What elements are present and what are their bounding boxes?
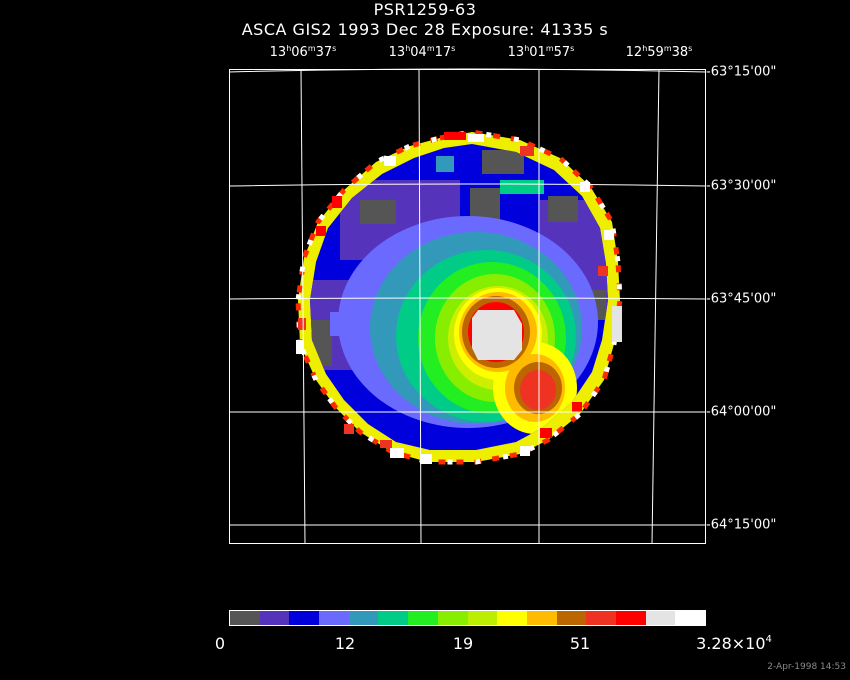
fov-edge-pixels [296,132,622,464]
colorbar-swatch-9 [467,611,498,625]
ra-tick-label-2: 13h04m17s [388,44,456,60]
colorbar-swatch-6 [378,611,409,625]
ra-tick-label-1: 13h06m37s [269,44,337,60]
dec-tick-label-2: -63°30'00" [706,178,777,194]
colorbar-swatch-15 [645,611,676,625]
coordinate-grid [228,68,707,545]
colorbar-swatch-5 [348,611,379,625]
ra-tick-label-4: 12h59m38s [625,44,693,60]
timestamp: 2-Apr-1998 14:53 [767,662,846,672]
colorbar-swatch-8 [437,611,468,625]
colorbar-swatch-7 [408,611,438,625]
colorbar-label-51: 51 [569,634,591,653]
colorbar [229,610,706,626]
image-frame [229,69,706,544]
colorbar-label-19: 19 [452,634,474,653]
colorbar-swatch-12 [556,611,587,625]
colorbar-label-max: 3.28×104 [696,634,772,653]
dec-tick-label-4: -64°00'00" [706,404,777,420]
colorbar-swatch-2 [259,611,290,625]
ra-tick-label-3: 13h01m57s [507,44,575,60]
plot-subtitle: ASCA GIS2 1993 Dec 28 Exposure: 41335 s [241,20,609,39]
dec-tick-label-3: -63°45'00" [706,291,777,307]
colorbar-swatch-4 [319,611,349,625]
plot-title: PSR1259-63 [373,0,477,19]
colorbar-swatch-1 [230,611,260,625]
colorbar-swatch-13 [586,611,616,625]
colorbar-swatch-3 [289,611,320,625]
colorbar-label-12: 12 [334,634,356,653]
dec-tick-label-1: -63°15'00" [706,64,777,80]
colorbar-swatch-14 [615,611,646,625]
colorbar-swatch-11 [526,611,557,625]
colorbar-swatch-16 [675,611,705,625]
dec-tick-label-5: -64°15'00" [706,517,777,533]
colorbar-label-min: 0 [214,634,226,653]
colorbar-swatch-10 [497,611,527,625]
